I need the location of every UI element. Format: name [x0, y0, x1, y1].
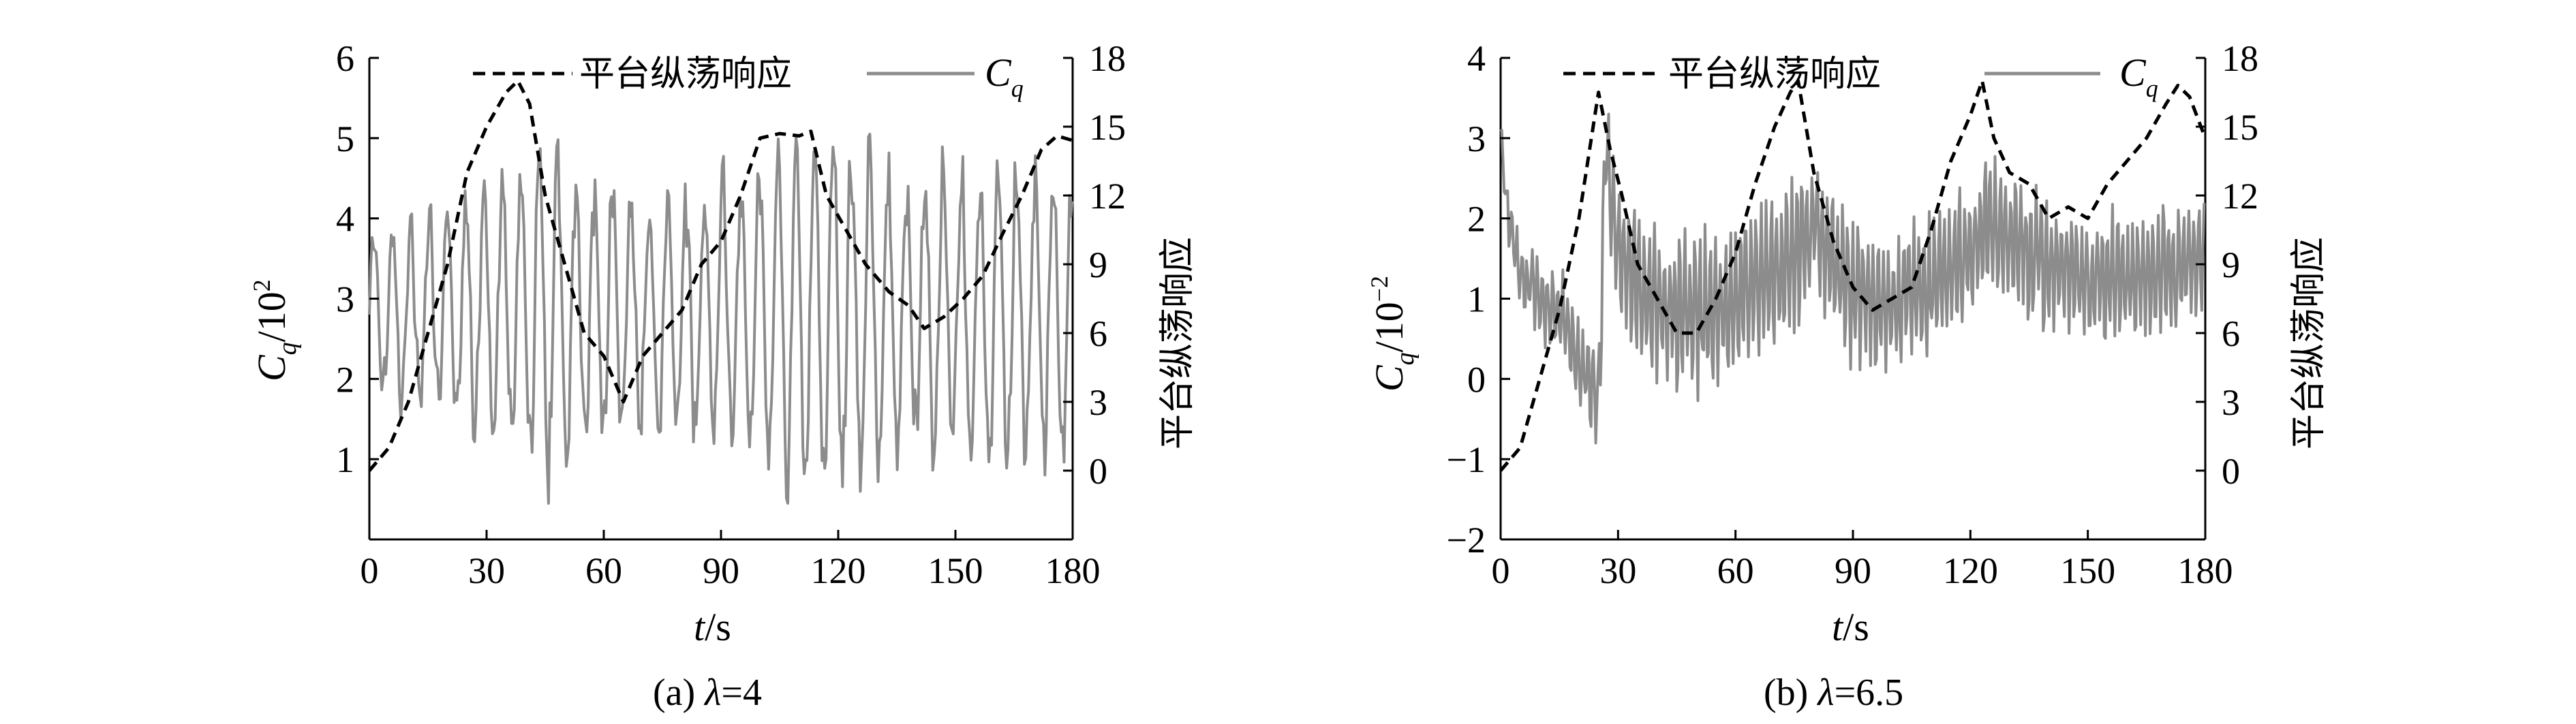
y-right-tick-label-b-3: 9	[2222, 245, 2240, 285]
y-left-tick-label-b-1: −1	[1447, 439, 1486, 480]
cq-line-b	[1499, 112, 2206, 445]
y-left-tick-label-a-5: 6	[336, 38, 354, 79]
y-right-tick-label-a-0: 0	[1089, 451, 1107, 492]
legend-b: 平台纵荡响应 Cq	[1563, 50, 2158, 102]
x-tick-label-a-0: 0	[361, 550, 379, 591]
caption-b: (b) λ=6.5	[1764, 672, 1903, 714]
legend-surge-label-b: 平台纵荡响应	[1668, 54, 1881, 95]
y-axis-right-label-a: 平台纵荡响应	[1157, 237, 1198, 450]
x-tick-label-b-1: 30	[1599, 550, 1636, 591]
caption-a: (a) λ=4	[653, 672, 762, 714]
y-left-tick-label-a-3: 4	[336, 199, 354, 240]
x-tick-label-b-4: 120	[1943, 550, 1998, 591]
surge-series-a	[368, 79, 1073, 472]
y-right-tick-label-a-2: 6	[1089, 313, 1107, 354]
y-left-tick-label-b-3: 1	[1467, 279, 1486, 320]
x-axis-label-a: t/s	[694, 605, 731, 649]
surge-line-b	[1499, 79, 2207, 472]
legend-cq-label-a: Cq	[985, 50, 1024, 102]
y-left-tick-label-b-6: 4	[1467, 38, 1486, 79]
cq-series-a	[368, 132, 1074, 505]
legend-cq-label-b: Cq	[2119, 50, 2158, 102]
y-left-tick-label-a-2: 3	[336, 279, 354, 320]
y-left-tick-label-b-5: 3	[1467, 119, 1486, 159]
x-tick-label-a-3: 90	[703, 550, 739, 591]
y-right-tick-label-b-4: 12	[2222, 176, 2258, 217]
legend-surge-label-a: 平台纵荡响应	[579, 54, 792, 95]
y-right-tick-label-b-1: 3	[2222, 382, 2240, 423]
y-left-tick-label-b-2: 0	[1467, 359, 1486, 400]
y-right-tick-label-a-6: 18	[1089, 38, 1126, 79]
y-right-tick-label-a-3: 9	[1089, 245, 1107, 285]
x-tick-label-a-5: 150	[928, 550, 983, 591]
y-right-tick-label-b-2: 6	[2222, 313, 2240, 354]
x-tick-label-b-0: 0	[1492, 550, 1510, 591]
x-tick-label-a-2: 60	[585, 550, 622, 591]
x-tick-label-a-1: 30	[468, 550, 505, 591]
plot-frame-a	[368, 58, 1074, 541]
y-left-tick-label-a-0: 1	[336, 439, 354, 480]
y-right-tick-label-b-6: 18	[2222, 38, 2258, 79]
y-axis-left-label-a: Cq/102	[248, 279, 302, 381]
y-left-tick-label-a-4: 5	[336, 119, 354, 159]
y-left-tick-label-b-0: −2	[1447, 520, 1486, 561]
y-axis-left-label-b: Cq/10−2	[1366, 276, 1420, 392]
y-right-tick-label-a-5: 15	[1089, 107, 1126, 148]
y-right-tick-label-b-0: 0	[2222, 451, 2240, 492]
x-tick-label-b-3: 90	[1835, 550, 1871, 591]
x-tick-label-b-6: 180	[2178, 550, 2233, 591]
x-tick-label-a-4: 120	[811, 550, 866, 591]
legend-a: 平台纵荡响应 Cq	[473, 50, 1024, 102]
y-left-tick-label-a-1: 2	[336, 359, 354, 400]
surge-line-a	[368, 79, 1073, 472]
surge-series-b	[1499, 79, 2207, 472]
y-right-tick-label-a-4: 12	[1089, 176, 1126, 217]
y-right-tick-label-a-1: 3	[1089, 382, 1107, 423]
x-axis-label-b: t/s	[1832, 605, 1869, 649]
y-right-tick-label-b-5: 15	[2222, 107, 2258, 148]
x-tick-label-a-6: 180	[1045, 550, 1101, 591]
y-axis-right-label-b: 平台纵荡响应	[2288, 237, 2329, 450]
y-left-tick-label-b-4: 2	[1467, 199, 1486, 240]
x-tick-label-b-2: 60	[1717, 550, 1754, 591]
cq-series-b	[1499, 112, 2206, 445]
x-tick-label-b-5: 150	[2060, 550, 2115, 591]
cq-line-a	[368, 132, 1074, 505]
